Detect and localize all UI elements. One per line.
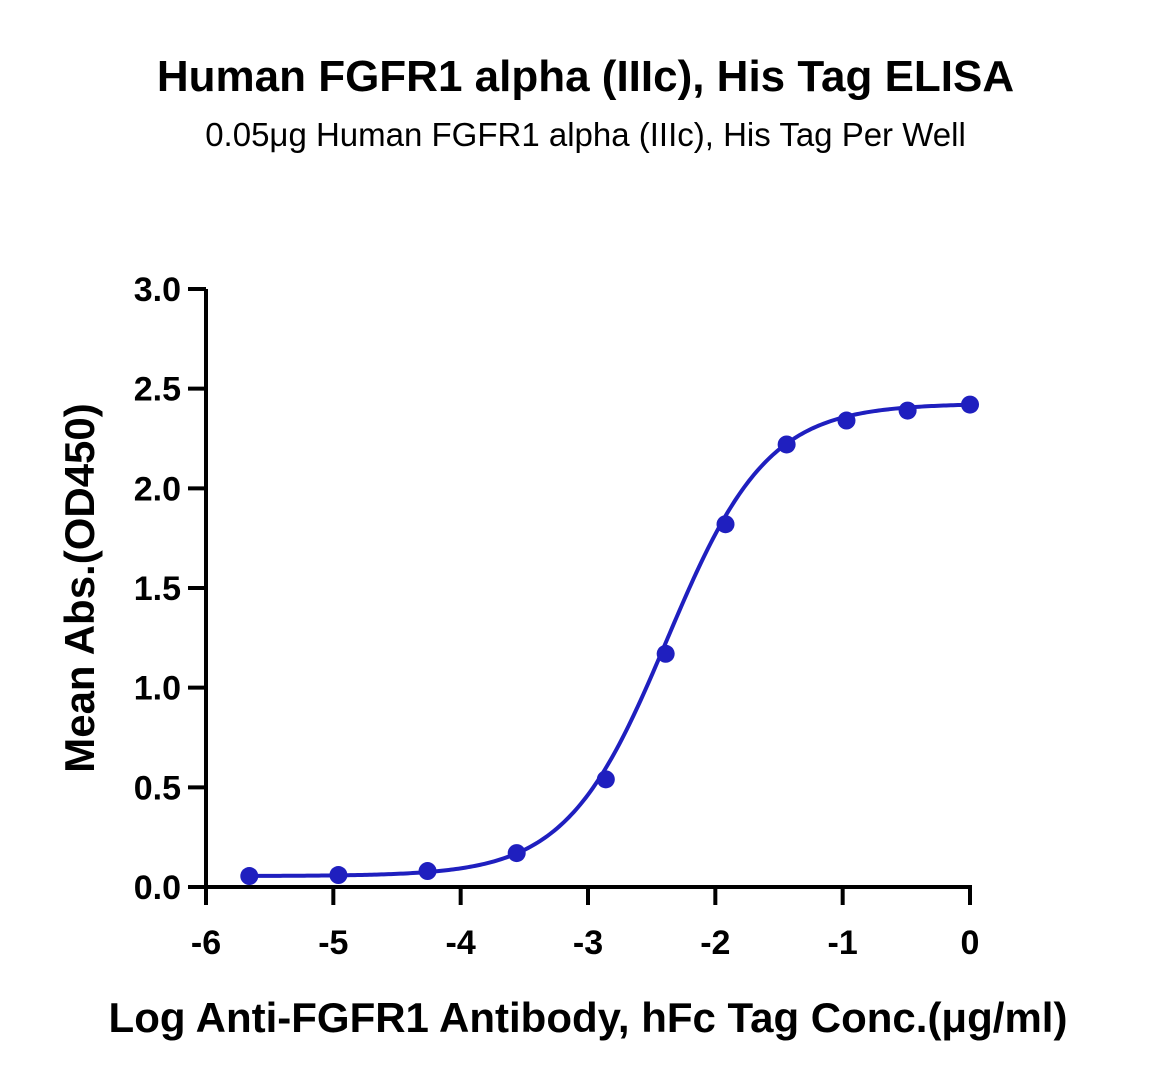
data-point: [716, 515, 735, 534]
data-points-layer: [240, 395, 979, 886]
data-point: [837, 411, 856, 430]
y-tick-label: 2.5: [134, 371, 181, 409]
data-point: [329, 866, 348, 885]
data-point: [418, 862, 437, 881]
data-point: [898, 401, 917, 420]
x-tick-label: -4: [446, 924, 476, 962]
chart-title: Human FGFR1 alpha (IIIc), His Tag ELISA: [156, 52, 1015, 101]
y-tick-label: 1.5: [134, 570, 181, 608]
y-tick-label: 3.0: [134, 271, 181, 309]
y-axis-title: Mean Abs.(OD450): [56, 403, 103, 773]
data-point: [507, 844, 526, 863]
x-axis-title: Log Anti-FGFR1 Antibody, hFc Tag Conc.(μ…: [109, 994, 1068, 1041]
data-point: [961, 395, 979, 414]
data-point: [240, 867, 259, 886]
x-tick-label: -5: [318, 924, 348, 962]
x-tick-label: -2: [700, 924, 730, 962]
x-tick-label: -1: [828, 924, 858, 962]
x-tick-label: 0: [961, 924, 980, 962]
axes: 0.0 0.5 1.0 1.5 2.0 2.5 3.0 -6 -5 -4 -3 -2 -1 0: [134, 271, 980, 962]
data-point: [777, 435, 796, 454]
x-tick-label: -3: [573, 924, 603, 962]
y-tick-label: 0.0: [134, 869, 181, 907]
y-tick-label: 1.0: [134, 670, 181, 708]
x-tick-label: -6: [191, 924, 221, 962]
y-tick-label: 2.0: [134, 470, 181, 508]
chart-subtitle: 0.05μg Human FGFR1 alpha (IIIc), His Tag…: [205, 116, 966, 153]
data-point: [656, 644, 675, 663]
fit-curve-layer: [249, 402, 971, 878]
fit-curve: [249, 402, 971, 878]
y-tick-label: 0.5: [134, 769, 181, 807]
data-point: [596, 770, 615, 789]
